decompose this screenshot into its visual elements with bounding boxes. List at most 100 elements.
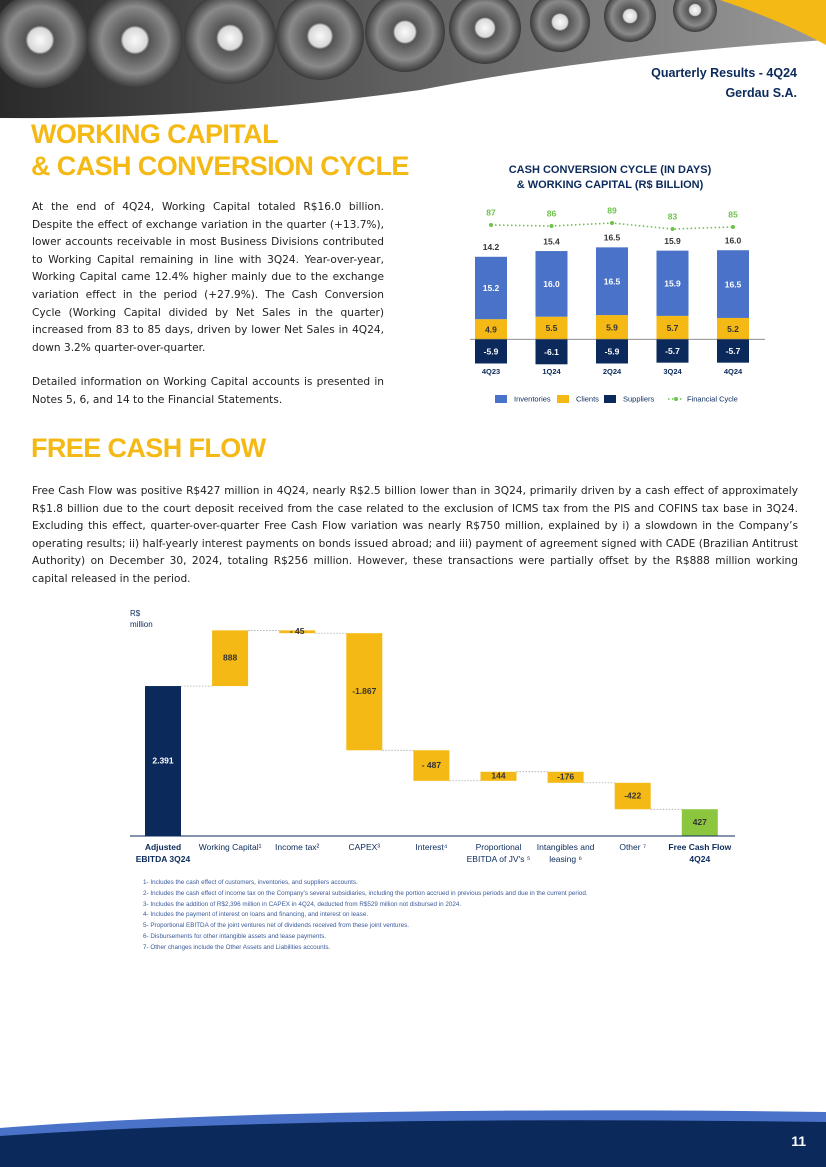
cycle-label: 85 [728,209,738,219]
cycle-point [610,221,614,225]
bar-value-label: 2.391 [152,755,174,765]
footnote: 7- Other changes include the Other Asset… [143,943,331,951]
waterfall-bar [480,771,517,781]
x-tick-label: Intangibles and leasing ⁶ [536,842,595,864]
axis-label: R$ [130,609,141,618]
steel-coils [0,0,717,88]
bar-value-label: 5.2 [727,324,739,334]
cycle-point [731,225,735,229]
footnote: 1- Includes the cash effect of customers… [143,879,358,886]
bar-segment [535,316,568,340]
footnote: 3- Includes the addition of R$2,396 mill… [143,900,462,908]
legend-swatch [557,395,569,403]
paragraph: At the end of 4Q24, Working Capital tota… [32,201,384,354]
bar-segment [535,251,568,317]
bar-segment [717,250,749,318]
bar-segment [656,339,689,363]
bar-value-label: 15.9 [664,279,681,289]
total-label: 15.9 [664,236,681,246]
cycle-point [670,227,675,231]
section-title: FREE CASH FLOW [31,433,266,463]
axis-label: million [130,620,153,629]
cycle-point [489,223,493,227]
bar-value-label: -422 [624,790,641,800]
x-tick-label: Working Capital¹ [198,842,262,852]
legend-swatch [674,397,678,401]
bar-value-label: -1.867 [352,686,376,696]
total-label: 16.5 [604,233,621,243]
bar-value-label: -5.7 [726,346,741,356]
bar-value-label: 5.5 [546,323,558,333]
bar-segment [596,315,628,340]
cycle-label: 86 [547,208,557,218]
x-tick-label: 1Q24 [542,367,561,376]
company-name: Gerdau S.A. [725,86,797,100]
waterfall-bar [212,630,249,687]
bar-segment [717,317,749,340]
legend-label: Financial Cycle [687,394,738,403]
section-title: WORKING CAPITAL [31,119,279,149]
total-label: 14.2 [483,242,500,252]
x-tick-label: 4Q23 [482,367,500,376]
footnote: 6- Disbursements for other intangible as… [143,933,327,940]
bar-value-label: 888 [223,652,237,662]
bar-value-label: - 487 [422,760,442,770]
legend-swatch [495,395,507,403]
bar-segment [475,339,507,364]
chart-cash-cycle: CASH CONVERSION CYCLE (IN DAYS) & WORKING… [470,164,765,403]
waterfall-bar [614,782,651,810]
bar-value-label: 15.2 [483,283,500,293]
footnote: 2- Includes the cash effect of income ta… [143,889,588,897]
header-curve [0,42,826,125]
header-accent [720,0,826,45]
paragraph: Free Cash Flow was positive R$427 millio… [32,485,798,585]
bar-value-label: 144 [491,771,505,781]
bar-value-label: -5.9 [605,347,620,357]
bar-value-label: 427 [693,817,707,827]
bar-value-label: 16.5 [604,276,621,286]
x-tick-label: Proportional EBITDA of JV's ⁵ [466,842,531,864]
footnote: 4- Includes the payment of interest on l… [143,911,369,919]
bar-value-label: -5.9 [484,347,499,357]
page-number: 11 [791,1133,806,1149]
x-tick-label: Interest⁴ [415,842,448,852]
paragraph: Detailed information on Working Capital … [32,376,384,406]
legend-label: Clients [576,394,599,403]
bar-value-label: - 45 [290,626,305,636]
x-tick-label: CAPEX³ [348,842,381,852]
bar-value-label: 5.9 [606,322,618,332]
waterfall-bar [346,633,383,751]
section-title: & CASH CONVERSION CYCLE [31,151,409,181]
legend-swatch [604,395,616,403]
bar-value-label: 5.7 [667,323,679,333]
waterfall-bar [413,750,450,781]
x-tick-label: 4Q24 [724,367,743,376]
bar-segment [656,315,689,340]
waterfall-bar [547,771,584,783]
bar-value-label: 16.0 [543,279,560,289]
legend-label: Inventories [514,394,551,403]
total-label: 15.4 [543,236,560,246]
bar-value-label: -6.1 [544,347,559,357]
report-name: Quarterly Results - 4Q24 [651,66,797,80]
text-block: Free Cash Flow was positive R$427 millio… [32,483,798,589]
bar-segment [596,247,628,316]
bar-segment [656,250,689,316]
chart-free-cash-flow: R$ million 2.391 888 - 45 -1.867 - 487 144 -176 -… [130,609,735,837]
x-tick-label: Income tax² [274,842,320,852]
cycle-point [549,224,554,228]
x-tick-label: Adjusted EBITDA 3Q24 [135,842,191,864]
x-tick-label: 2Q24 [603,367,622,376]
bar-value-label: -5.7 [665,346,680,356]
cycle-label: 83 [668,211,678,221]
bar-segment [475,319,507,340]
bar-segment [596,339,628,364]
chart-title: CASH CONVERSION CYCLE (IN DAYS) [509,164,712,176]
waterfall-bar [145,686,181,836]
x-tick-label: Free Cash Flow 4Q24 [668,842,732,864]
bar-segment [717,339,749,363]
footer-band [0,1120,826,1167]
bar-value-label: -176 [557,772,574,782]
